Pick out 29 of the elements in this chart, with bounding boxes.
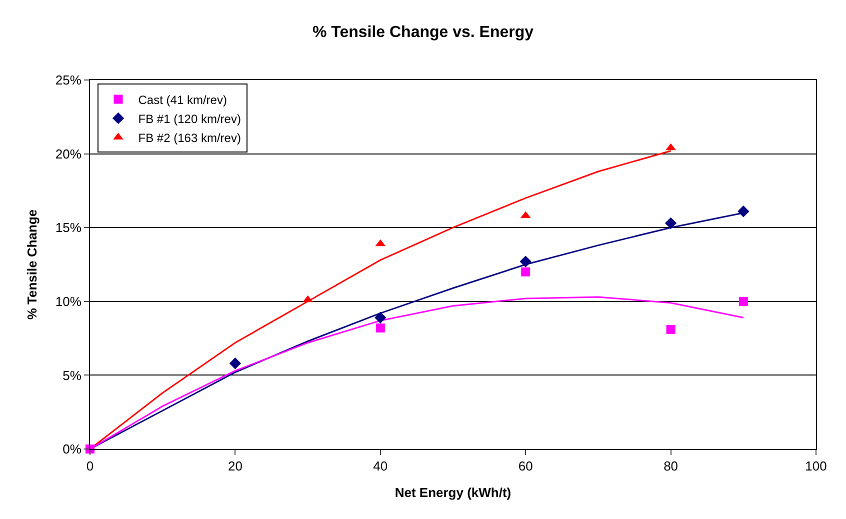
y-tick-label: 25% (55, 72, 82, 88)
x-axis-title: Net Energy (kWh/t) (394, 485, 512, 500)
point (376, 323, 385, 332)
x-tick-label: 100 (805, 458, 827, 474)
chart-title: % Tensile Change vs. Energy (312, 24, 534, 42)
point (738, 206, 750, 218)
x-tick-label: 40 (373, 458, 388, 474)
y-tick-label: 15% (55, 220, 82, 236)
x-tick-label: 60 (518, 458, 533, 474)
x-tick-label: 0 (86, 458, 94, 474)
y-tick-label: 0% (62, 442, 82, 457)
point (666, 324, 676, 334)
point (738, 296, 748, 306)
point (521, 267, 530, 276)
x-tick-label: 80 (664, 458, 678, 474)
point (520, 256, 532, 268)
x-tick-label: 20 (228, 458, 242, 474)
legend-label: FB #2 (163 km/rev) (138, 130, 241, 145)
point (666, 143, 676, 150)
point (229, 358, 242, 370)
point (664, 217, 677, 230)
y-axis-title: % Tensile Change (24, 209, 40, 320)
legend-label: Cast (41 km/rev) (138, 92, 227, 107)
y-tick-label: 10% (55, 294, 82, 309)
y-tick-label: 20% (55, 146, 82, 162)
point (302, 295, 313, 302)
legend-label: FB #1 (120 km/rev) (138, 112, 241, 126)
y-tick-label: 5% (62, 368, 82, 383)
point (374, 312, 386, 324)
